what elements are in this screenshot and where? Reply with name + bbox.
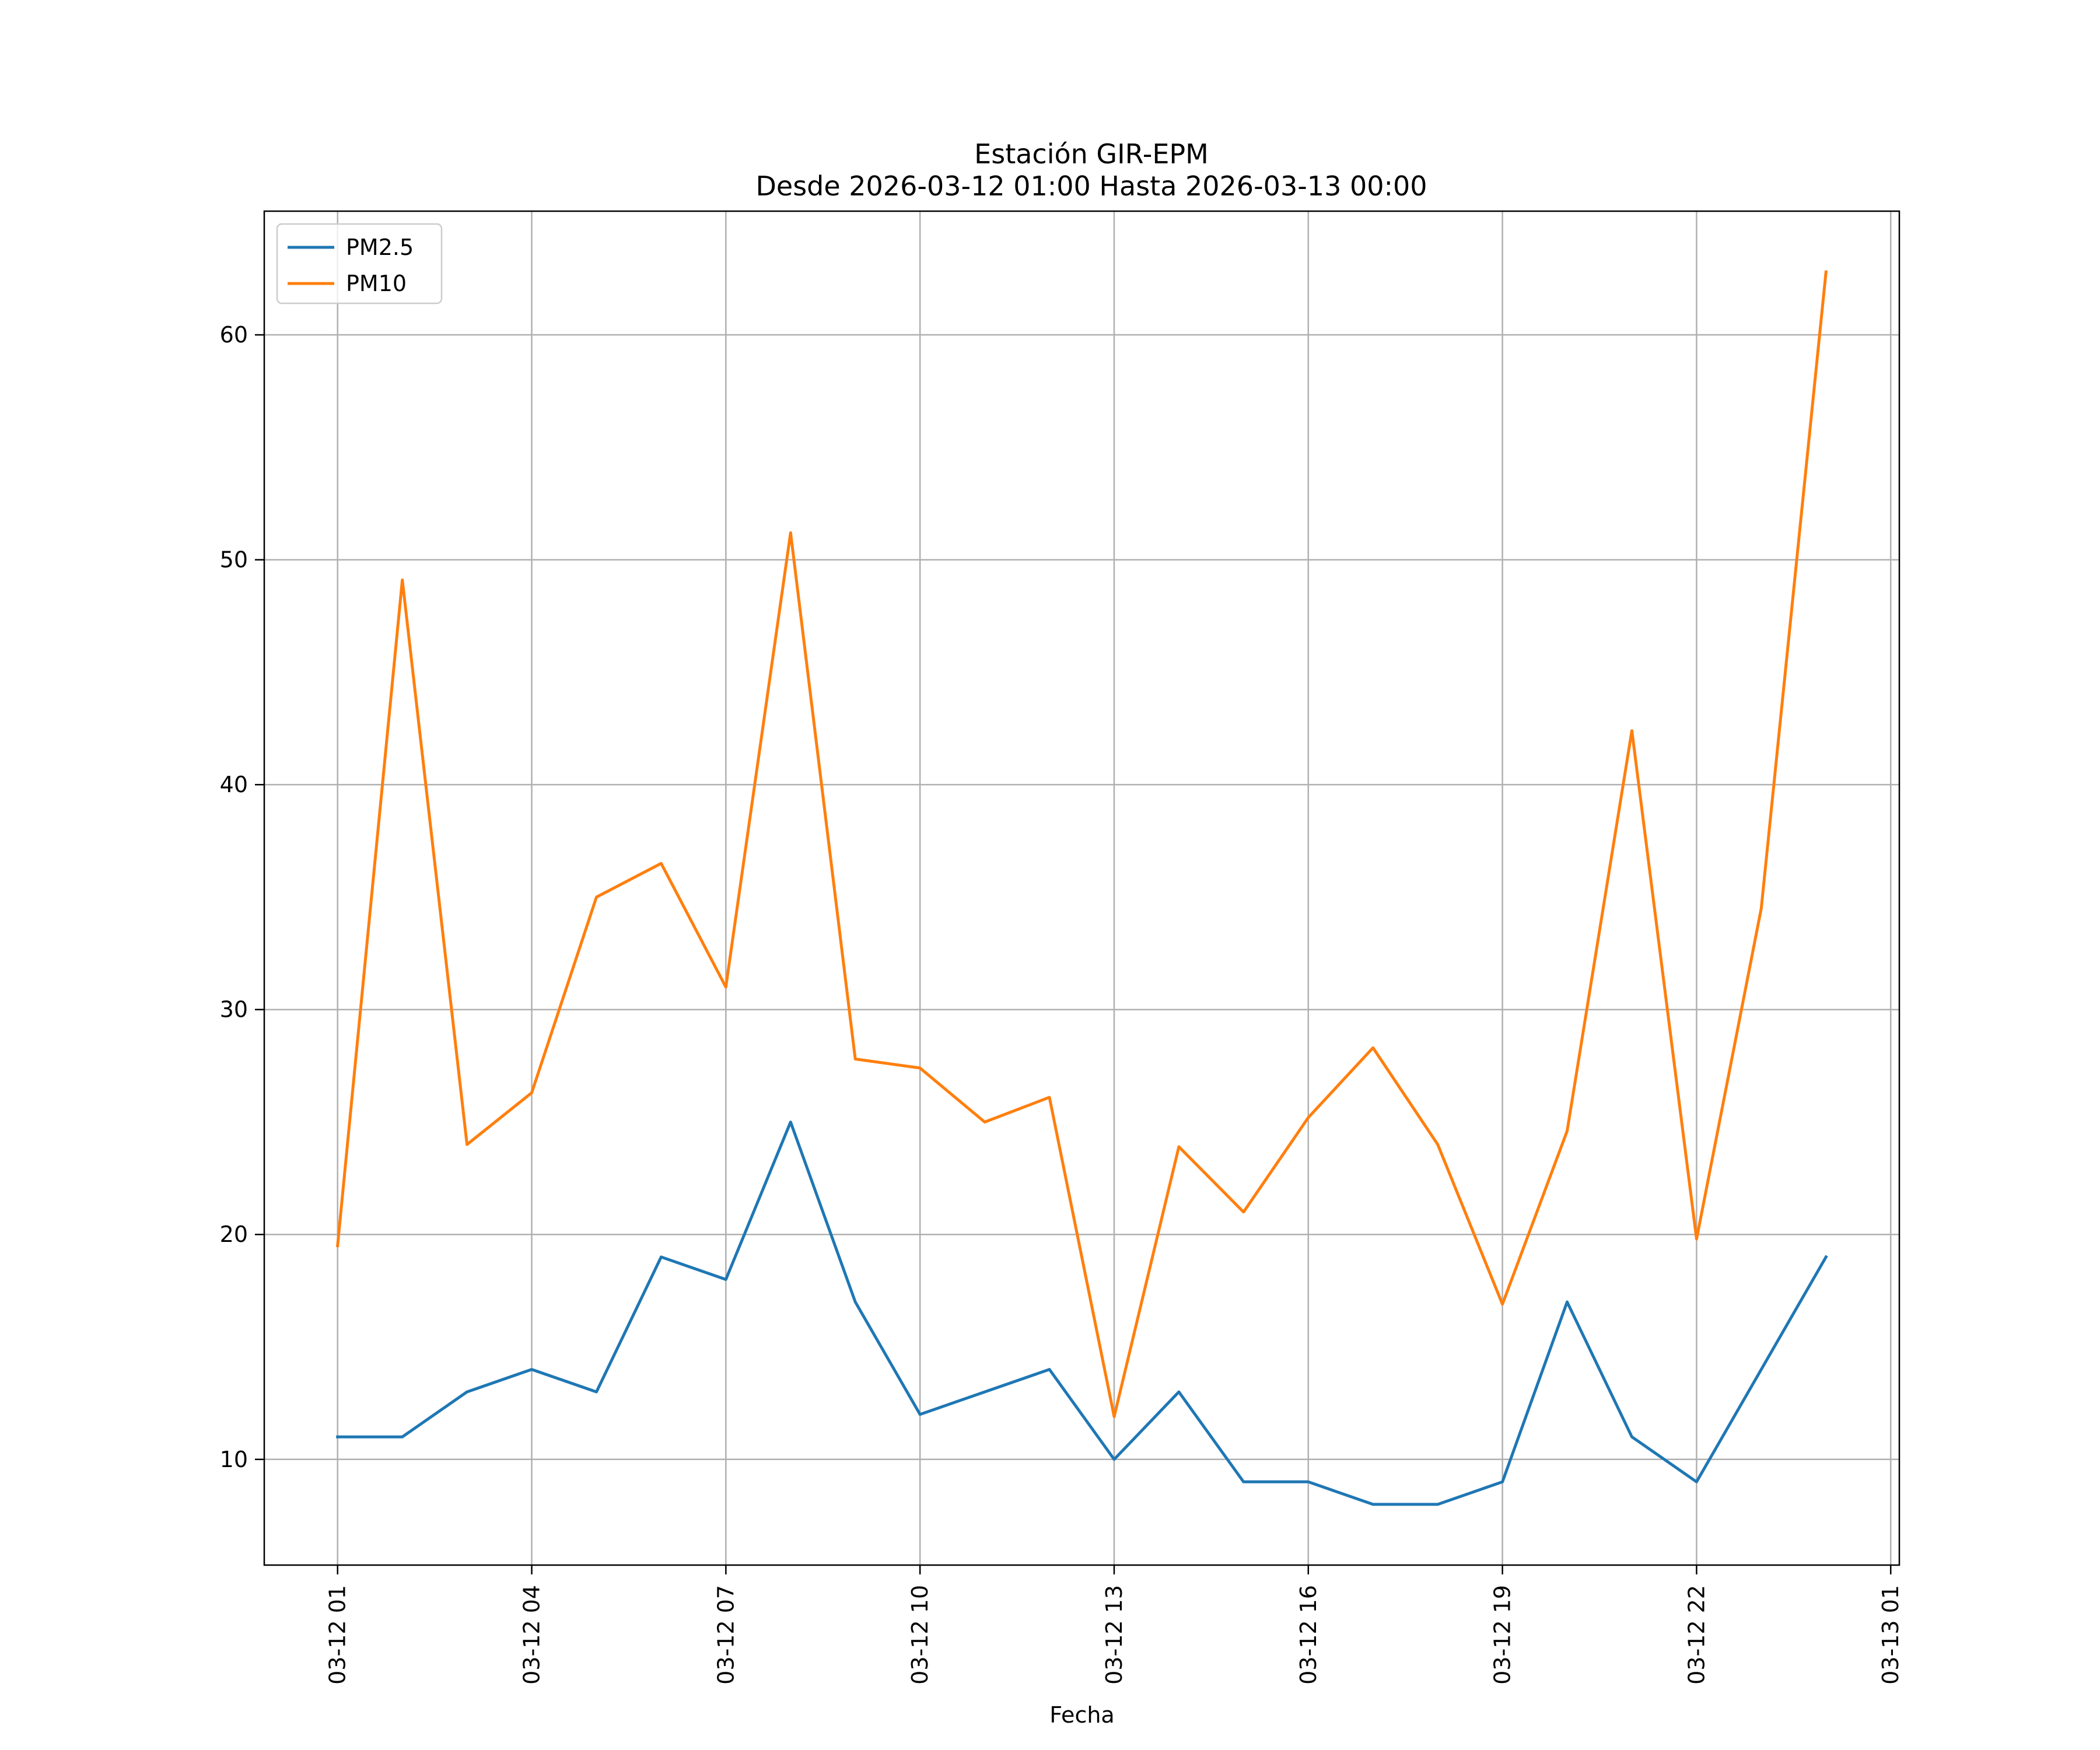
y-tick-label: 20 bbox=[220, 1222, 248, 1247]
series-line-pm10 bbox=[335, 270, 1828, 1418]
series-line-pm25 bbox=[336, 1121, 1828, 1506]
y-tick-label: 60 bbox=[220, 322, 248, 348]
series-lines bbox=[335, 270, 1828, 1506]
legend: PM2.5 PM10 bbox=[276, 223, 443, 304]
legend-label: PM10 bbox=[346, 271, 407, 296]
y-tick-label: 10 bbox=[220, 1447, 248, 1472]
x-tick-label: 03-13 01 bbox=[1878, 1585, 1903, 1685]
x-tick-label: 03-12 07 bbox=[713, 1585, 738, 1685]
y-tick-label: 50 bbox=[220, 547, 248, 573]
grid-lines bbox=[264, 211, 1899, 1565]
x-tick-label: 03-12 22 bbox=[1684, 1585, 1709, 1685]
x-tick-label: 03-12 04 bbox=[519, 1585, 545, 1685]
x-tick-label: 03-12 10 bbox=[907, 1585, 933, 1685]
x-tick-label: 03-12 16 bbox=[1296, 1585, 1321, 1685]
y-tick-label: 40 bbox=[220, 772, 248, 797]
chart-title-line-2: Desde 2026-03-12 01:00 Hasta 2026-03-13 … bbox=[755, 170, 1427, 202]
chart-title-line-1: Estación GIR-EPM bbox=[974, 138, 1209, 170]
y-tick-label: 30 bbox=[220, 997, 248, 1023]
x-tick-label: 03-12 19 bbox=[1490, 1585, 1516, 1685]
y-axis-ticks: 10 20 30 40 50 60 bbox=[220, 322, 264, 1472]
x-tick-label: 03-12 13 bbox=[1101, 1585, 1127, 1685]
legend-label: PM2.5 bbox=[346, 235, 414, 260]
plot-frame bbox=[263, 210, 1901, 1566]
x-axis-label: Fecha bbox=[1049, 1702, 1114, 1728]
x-axis-ticks: 03-12 01 03-12 04 03-12 07 03-12 10 03-12 13… bbox=[325, 1565, 1903, 1685]
x-tick-label: 03-12 01 bbox=[325, 1585, 351, 1685]
